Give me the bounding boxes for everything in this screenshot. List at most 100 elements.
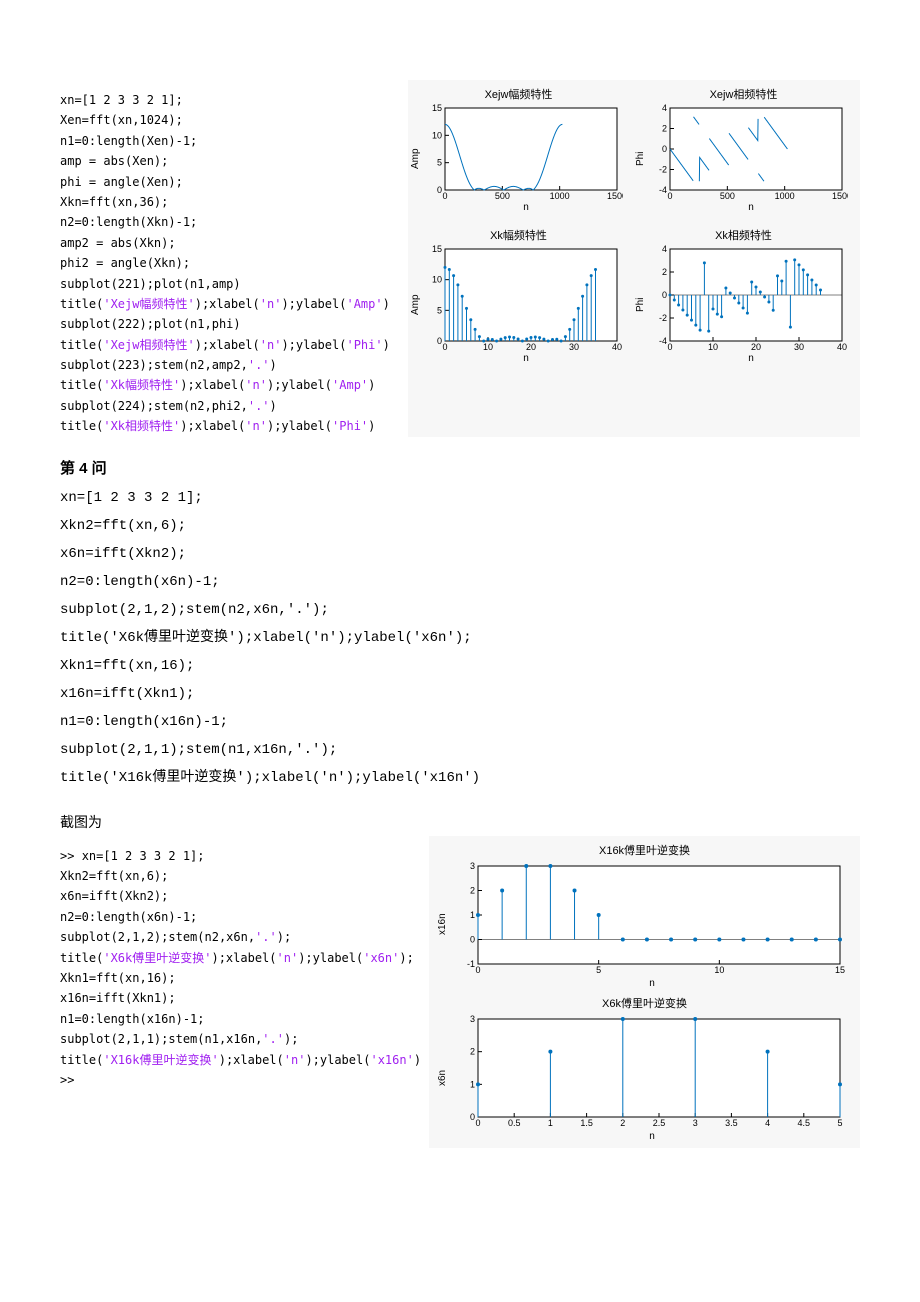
code-line: xn=[1 2 3 3 2 1];	[60, 90, 400, 110]
code-line: Xkn=fft(xn,36);	[60, 192, 400, 212]
code-line: title('X16k傅里叶逆变换');xlabel('n');ylabel('…	[60, 1050, 421, 1070]
svg-text:-4: -4	[659, 336, 667, 346]
code-line: amp = abs(Xen);	[60, 151, 400, 171]
svg-text:0: 0	[476, 1118, 481, 1128]
code-line: title('Xk幅频特性');xlabel('n');ylabel('Amp'…	[60, 375, 400, 395]
code-line: x16n=ifft(Xkn1);	[60, 988, 421, 1008]
code-line: title('Xk相频特性');xlabel('n');ylabel('Phi'…	[60, 416, 400, 436]
subplot-bot: X6k傅里叶逆变换 x6n 00.511.522.533.544.550123 …	[435, 995, 854, 1142]
section-code-and-2charts: >> xn=[1 2 3 3 2 1];Xkn2=fft(xn,6);x6n=i…	[60, 836, 860, 1148]
svg-text:0: 0	[667, 191, 672, 201]
screenshot-caption: 截图为	[60, 812, 860, 832]
svg-text:1: 1	[548, 1118, 553, 1128]
svg-text:4.5: 4.5	[798, 1118, 811, 1128]
xlabel: n	[648, 202, 854, 213]
svg-text:-2: -2	[659, 313, 667, 323]
code-line: xn=[1 2 3 3 2 1];	[60, 484, 860, 512]
svg-text:3: 3	[470, 861, 475, 871]
code-line: Xkn2=fft(xn,6);	[60, 866, 421, 886]
svg-text:5: 5	[596, 965, 601, 975]
chart-title: X16k傅里叶逆变换	[435, 842, 854, 858]
code-line: >>	[60, 1070, 421, 1090]
svg-text:1500: 1500	[607, 191, 623, 201]
svg-text:0.5: 0.5	[508, 1118, 521, 1128]
code-line: Xkn2=fft(xn,6);	[60, 512, 860, 540]
chart-title: Xejw相频特性	[633, 86, 854, 102]
code-line: phi = angle(Xen);	[60, 172, 400, 192]
svg-text:2.5: 2.5	[653, 1118, 666, 1128]
code-line: title('Xejw相频特性');xlabel('n');ylabel('Ph…	[60, 335, 400, 355]
subplot-221: Xejw幅频特性 Amp 050010001500051015 n	[408, 86, 629, 223]
svg-text:20: 20	[751, 342, 761, 352]
subplot-222: Xejw相频特性 Phi 050010001500-4-2024 n	[633, 86, 854, 223]
svg-text:2: 2	[662, 267, 667, 277]
svg-text:10: 10	[483, 342, 493, 352]
body-code-block: xn=[1 2 3 3 2 1];Xkn2=fft(xn,6);x6n=ifft…	[60, 484, 860, 792]
section-code-and-4charts: xn=[1 2 3 3 2 1];Xen=fft(xn,1024);n1=0:l…	[60, 80, 860, 437]
svg-text:10: 10	[714, 965, 724, 975]
code-line: n1=0:length(Xen)-1;	[60, 131, 400, 151]
svg-text:2: 2	[662, 124, 667, 134]
code-line: title('X6k傅里叶逆变换');xlabel('n');ylabel('x…	[60, 624, 860, 652]
code-line: title('X6k傅里叶逆变换');xlabel('n');ylabel('x…	[60, 948, 421, 968]
code-line: subplot(224);stem(n2,phi2,'.')	[60, 396, 400, 416]
code-line: n1=0:length(x16n)-1;	[60, 708, 860, 736]
xlabel: n	[423, 353, 629, 364]
svg-text:4: 4	[662, 245, 667, 254]
chart-title: Xejw幅频特性	[408, 86, 629, 102]
svg-text:15: 15	[432, 104, 442, 113]
svg-text:0: 0	[442, 342, 447, 352]
code-line: Xen=fft(xn,1024);	[60, 110, 400, 130]
svg-text:0: 0	[667, 342, 672, 352]
code-line: n2=0:length(Xkn)-1;	[60, 212, 400, 232]
xlabel: n	[423, 202, 629, 213]
code-line: x6n=ifft(Xkn2);	[60, 886, 421, 906]
ylabel: x16n	[435, 860, 450, 989]
svg-text:10: 10	[432, 275, 442, 285]
svg-text:2: 2	[620, 1118, 625, 1128]
ylabel: Amp	[408, 104, 423, 213]
xlabel: n	[450, 978, 854, 989]
svg-text:0: 0	[662, 144, 667, 154]
svg-text:0: 0	[437, 185, 442, 195]
heading-question-4: 第 4 问	[60, 457, 860, 478]
svg-text:1.5: 1.5	[580, 1118, 593, 1128]
four-chart-panel: Xejw幅频特性 Amp 050010001500051015 n Xejw相频…	[408, 80, 860, 437]
subplot-223: Xk幅频特性 Amp 010203040051015 n	[408, 227, 629, 364]
ylabel: Phi	[633, 104, 648, 213]
code-line: phi2 = angle(Xkn);	[60, 253, 400, 273]
svg-text:0: 0	[442, 191, 447, 201]
svg-text:3: 3	[693, 1118, 698, 1128]
code-line: Xkn1=fft(xn,16);	[60, 968, 421, 988]
svg-text:0: 0	[437, 336, 442, 346]
ylabel: x6n	[435, 1013, 450, 1142]
svg-text:1: 1	[470, 1079, 475, 1089]
svg-text:5: 5	[437, 158, 442, 168]
code-line: title('Xejw幅频特性');xlabel('n');ylabel('Am…	[60, 294, 400, 314]
svg-text:15: 15	[835, 965, 845, 975]
svg-text:3: 3	[470, 1014, 475, 1024]
svg-text:10: 10	[432, 130, 442, 140]
svg-text:2: 2	[470, 1046, 475, 1056]
xlabel: n	[450, 1131, 854, 1142]
code-line: >> xn=[1 2 3 3 2 1];	[60, 846, 421, 866]
code-line: n2=0:length(x6n)-1;	[60, 907, 421, 927]
svg-text:0: 0	[470, 934, 475, 944]
svg-text:4: 4	[765, 1118, 770, 1128]
code-line: x6n=ifft(Xkn2);	[60, 540, 860, 568]
svg-text:2: 2	[470, 885, 475, 895]
code-line: Xkn1=fft(xn,16);	[60, 652, 860, 680]
svg-text:0: 0	[476, 965, 481, 975]
subplot-top: X16k傅里叶逆变换 x16n 051015-10123 n	[435, 842, 854, 989]
svg-text:30: 30	[569, 342, 579, 352]
code-line: n2=0:length(x6n)-1;	[60, 568, 860, 596]
svg-text:-4: -4	[659, 185, 667, 195]
svg-text:1000: 1000	[775, 191, 795, 201]
svg-text:40: 40	[837, 342, 847, 352]
code-line: title('X16k傅里叶逆变换');xlabel('n');ylabel('…	[60, 764, 860, 792]
svg-text:500: 500	[720, 191, 735, 201]
svg-text:4: 4	[662, 104, 667, 113]
svg-text:0: 0	[470, 1112, 475, 1122]
xlabel: n	[648, 353, 854, 364]
code-line: n1=0:length(x16n)-1;	[60, 1009, 421, 1029]
